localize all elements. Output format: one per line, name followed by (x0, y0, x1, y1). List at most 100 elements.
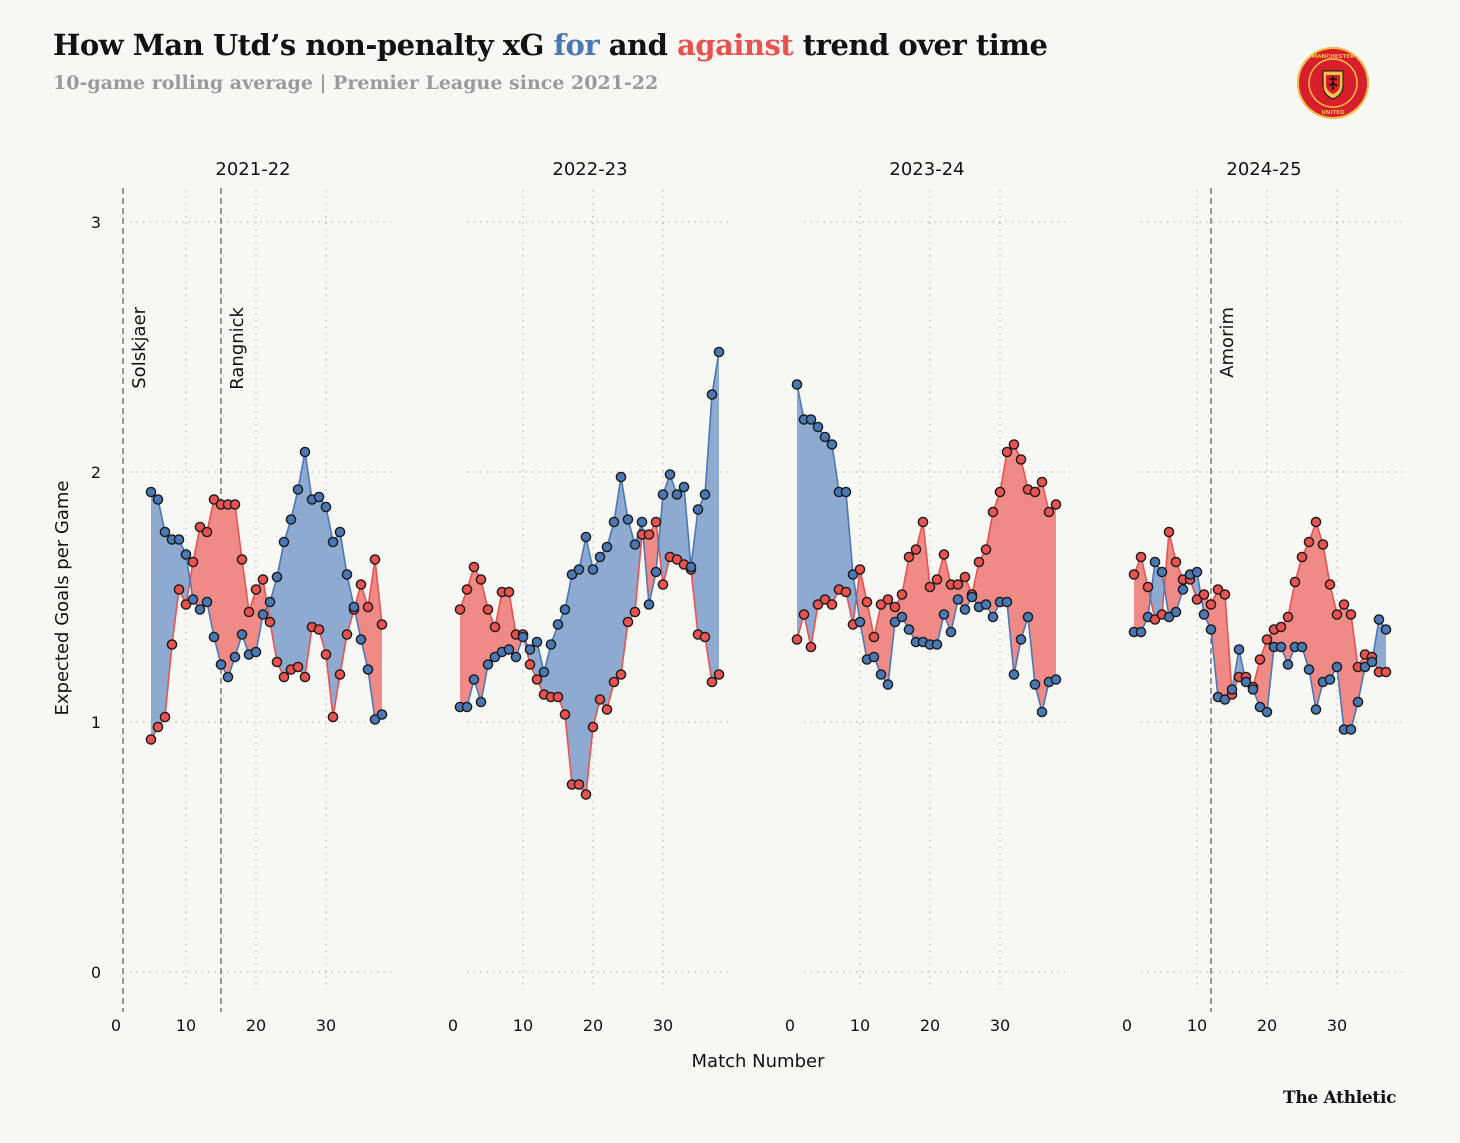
against-point (1296, 551, 1308, 563)
against-point (1338, 599, 1350, 610)
for-point (1177, 584, 1189, 595)
manager-label: Solskjaer (129, 306, 150, 388)
against-point (1324, 579, 1336, 590)
against-point (552, 691, 564, 703)
gap-fill-segment (593, 557, 600, 727)
gap-fill-segment (214, 499, 221, 665)
against-point (355, 579, 367, 590)
for-point (229, 651, 241, 663)
against-point (917, 516, 929, 528)
against-point (299, 671, 311, 683)
against-point (1036, 476, 1048, 488)
against-point (376, 619, 388, 630)
against-point (973, 556, 985, 568)
against-point (292, 661, 304, 673)
for-point (545, 639, 557, 650)
gap-fill-segment (1302, 542, 1309, 670)
for-point (573, 564, 585, 575)
for-point (1135, 626, 1147, 638)
for-point (503, 644, 515, 655)
gap-fill-segment (839, 492, 846, 592)
for-point (159, 526, 171, 538)
against-point (152, 721, 164, 733)
x-tick-label: 0 (111, 1016, 121, 1035)
gap-fill-segment (649, 522, 656, 605)
gap-fill-segment (572, 569, 579, 785)
for-point (236, 629, 248, 640)
gap-fill-segment (825, 437, 832, 605)
gap-fill-segment (298, 452, 305, 677)
x-tick-label: 10 (176, 1016, 196, 1035)
gap-fill-segment (179, 539, 186, 605)
for-point (180, 549, 192, 560)
for-point (566, 569, 578, 580)
against-point (320, 649, 332, 660)
against-point (622, 616, 634, 628)
for-point (468, 674, 480, 685)
against-point (875, 599, 887, 610)
against-point (1149, 614, 1161, 625)
against-point (643, 529, 655, 540)
gap-fill-segment (1309, 522, 1316, 710)
season-label: 2021-22 (215, 159, 290, 180)
against-point (587, 721, 599, 733)
against-point (1015, 454, 1027, 465)
for-point (1331, 661, 1343, 673)
for-point (812, 421, 824, 433)
for-point (840, 486, 852, 498)
against-point (980, 544, 992, 555)
for-point (1310, 704, 1322, 715)
for-point (882, 679, 894, 690)
season-label: 2023-24 (889, 159, 964, 180)
for-point (1001, 596, 1013, 608)
gap-fill-segment (1218, 589, 1225, 700)
for-point (1240, 676, 1252, 688)
against-point (931, 574, 943, 585)
against-point (1163, 526, 1175, 538)
for-point (222, 671, 234, 683)
against-point (987, 506, 999, 518)
x-tick-label: 30 (1327, 1016, 1347, 1035)
against-point (657, 579, 669, 590)
against-point (1128, 569, 1140, 580)
against-point (1050, 499, 1062, 510)
for-point (1022, 611, 1034, 623)
for-point (187, 594, 199, 605)
against-point (1008, 439, 1020, 450)
for-point (173, 534, 185, 545)
for-point (685, 561, 697, 573)
for-point (889, 616, 901, 628)
for-point (847, 569, 859, 580)
against-point (952, 579, 964, 590)
for-point (587, 564, 599, 575)
against-point (601, 704, 613, 715)
for-point (643, 599, 655, 610)
gap-fill-segment (319, 497, 326, 655)
against-point (201, 526, 213, 538)
y-tick-label: 1 (91, 713, 101, 732)
against-point (889, 601, 901, 613)
gap-fill-segment (509, 592, 516, 657)
x-tick-label: 10 (850, 1016, 870, 1035)
for-point (1015, 634, 1027, 645)
for-point (594, 551, 606, 563)
for-point (355, 634, 367, 645)
for-line (150, 451, 383, 721)
against-point (1380, 666, 1392, 678)
for-point (875, 669, 887, 680)
gap-fill-segment (193, 527, 200, 610)
gap-fill-segment (1021, 459, 1028, 640)
for-point (201, 596, 213, 608)
for-point (250, 646, 262, 658)
gap-fill-segment (312, 497, 319, 630)
for-point (208, 631, 220, 643)
x-tick-label: 20 (583, 1016, 603, 1035)
gap-fill-segment (200, 527, 207, 610)
gap-fill-segment (291, 489, 298, 670)
for-point (327, 536, 339, 548)
for-point (510, 651, 522, 663)
against-point (461, 584, 473, 595)
gap-fill-segment (1134, 557, 1141, 632)
for-point (819, 431, 831, 443)
gap-fill-segment (467, 567, 474, 707)
